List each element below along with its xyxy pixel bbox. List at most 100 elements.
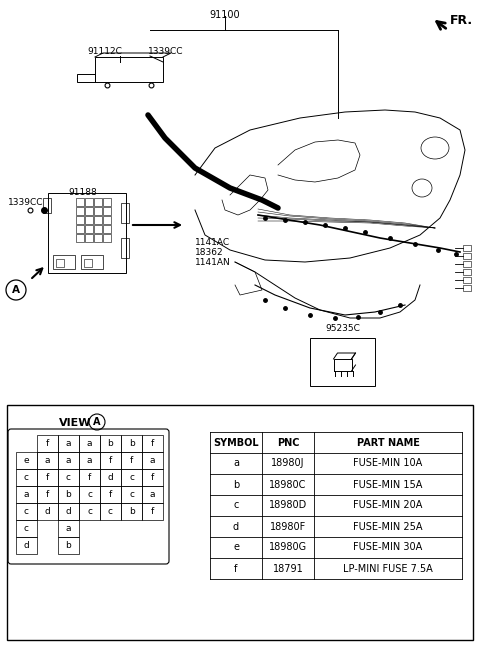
Text: 1339CC: 1339CC (8, 198, 44, 207)
Bar (103, 216, 111, 224)
Text: 18362: 18362 (195, 248, 224, 257)
Bar (463, 285, 471, 291)
Text: f: f (46, 439, 49, 448)
Text: 1141AN: 1141AN (195, 258, 231, 267)
Text: f: f (46, 473, 49, 482)
Bar (58, 537, 79, 554)
Text: f: f (151, 473, 154, 482)
Text: c: c (233, 501, 239, 510)
Text: b: b (66, 490, 72, 499)
Text: f: f (109, 456, 112, 465)
Bar (81, 255, 103, 269)
Bar (142, 486, 163, 503)
Text: f: f (234, 564, 238, 573)
Text: PNC: PNC (277, 437, 299, 448)
Text: 18980D: 18980D (269, 501, 307, 510)
Bar (37, 503, 58, 520)
Bar (16, 469, 37, 486)
Bar (121, 486, 142, 503)
Bar (103, 198, 111, 206)
Text: e: e (24, 456, 29, 465)
Text: a: a (233, 459, 239, 468)
Bar (53, 255, 75, 269)
Bar (121, 452, 142, 469)
Text: 18980J: 18980J (271, 459, 305, 468)
Bar (94, 198, 102, 206)
Text: A: A (93, 417, 101, 427)
Bar (76, 225, 84, 233)
Bar (37, 469, 58, 486)
Text: SYMBOL: SYMBOL (213, 437, 259, 448)
Bar (463, 253, 471, 259)
Bar (121, 469, 142, 486)
Text: 18980C: 18980C (269, 479, 307, 490)
Text: 1141AC: 1141AC (195, 238, 230, 247)
Bar (100, 503, 121, 520)
Bar (76, 216, 84, 224)
Text: 18980G: 18980G (269, 542, 307, 553)
Bar (94, 225, 102, 233)
Text: c: c (108, 507, 113, 516)
Bar (94, 234, 102, 242)
Text: b: b (129, 507, 134, 516)
Text: 91100: 91100 (210, 10, 240, 20)
Text: a: a (87, 456, 92, 465)
Text: a: a (87, 439, 92, 448)
Bar (16, 520, 37, 537)
Bar (76, 207, 84, 215)
Bar (85, 225, 93, 233)
Text: b: b (233, 479, 239, 490)
Bar (58, 452, 79, 469)
Bar (142, 452, 163, 469)
Text: f: f (151, 439, 154, 448)
Text: 18980F: 18980F (270, 521, 306, 531)
Text: f: f (109, 490, 112, 499)
Bar (56, 259, 64, 267)
Bar (142, 435, 163, 452)
Text: f: f (130, 456, 133, 465)
Text: A: A (12, 285, 20, 295)
Bar (103, 207, 111, 215)
Text: a: a (150, 456, 155, 465)
Bar (79, 469, 100, 486)
Text: 91188: 91188 (68, 188, 97, 197)
Text: 91112C: 91112C (87, 47, 122, 56)
Text: d: d (45, 507, 50, 516)
Bar (79, 486, 100, 503)
Bar (79, 452, 100, 469)
Text: FUSE-MIN 20A: FUSE-MIN 20A (353, 501, 423, 510)
Text: b: b (108, 439, 113, 448)
Bar (76, 234, 84, 242)
Bar (463, 245, 471, 251)
Text: c: c (129, 473, 134, 482)
Text: FUSE-MIN 30A: FUSE-MIN 30A (353, 542, 422, 553)
Bar (103, 225, 111, 233)
Bar (121, 238, 129, 258)
Bar (121, 503, 142, 520)
Text: d: d (66, 507, 72, 516)
Text: d: d (24, 541, 29, 550)
Text: 18791: 18791 (273, 564, 303, 573)
Bar (16, 486, 37, 503)
Text: 1339CC: 1339CC (148, 47, 183, 56)
Text: a: a (66, 439, 71, 448)
Text: e: e (233, 542, 239, 553)
Bar (103, 234, 111, 242)
Bar (43, 198, 51, 213)
Bar (58, 469, 79, 486)
Bar (94, 207, 102, 215)
Bar (37, 452, 58, 469)
Bar (142, 503, 163, 520)
Text: d: d (233, 521, 239, 531)
Bar (7, 405, 473, 640)
Bar (85, 198, 93, 206)
Bar (16, 503, 37, 520)
Text: LP-MINI FUSE 7.5A: LP-MINI FUSE 7.5A (343, 564, 433, 573)
Bar (58, 520, 79, 537)
Bar (100, 486, 121, 503)
Bar (79, 503, 100, 520)
Text: FR.: FR. (450, 14, 473, 27)
Text: c: c (66, 473, 71, 482)
Bar (16, 452, 37, 469)
Text: a: a (66, 524, 71, 533)
